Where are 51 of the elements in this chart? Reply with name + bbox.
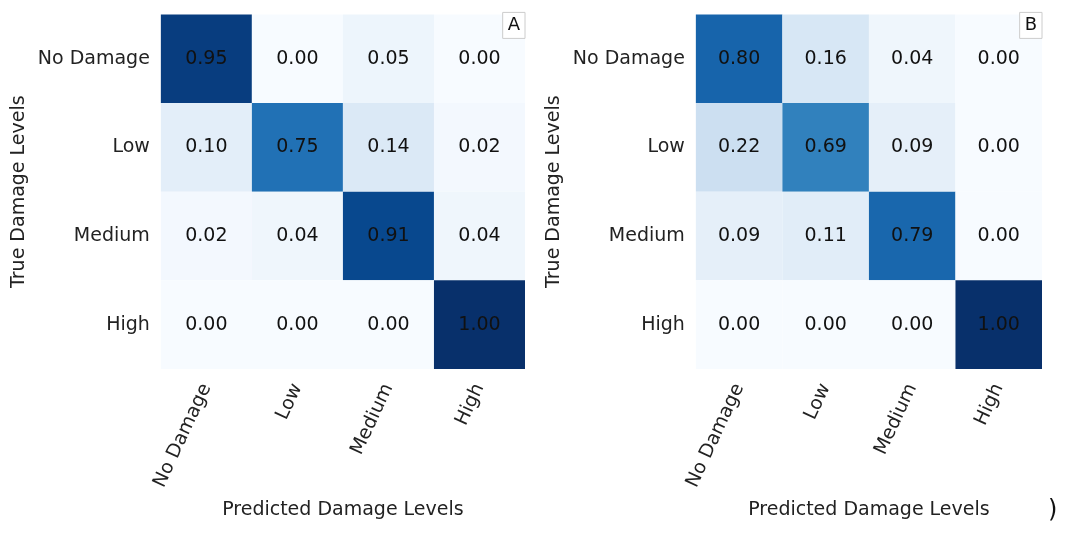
data-label: 0.00: [458, 45, 501, 68]
data-label: 0.00: [891, 311, 934, 334]
y-tick-label: No Damage: [572, 45, 685, 68]
data-label: 0.00: [977, 134, 1020, 157]
data-label: 1.00: [977, 311, 1020, 334]
y-axis-title: True Damage Levels: [6, 95, 29, 290]
data-label: 0.04: [458, 222, 501, 245]
y-tick-label: High: [641, 311, 685, 334]
data-label: 0.05: [367, 45, 410, 68]
chart-title: B: [1024, 13, 1038, 35]
x-tick-label: Low: [798, 379, 834, 423]
data-label: 0.10: [185, 134, 228, 157]
data-label: 0.00: [276, 311, 319, 334]
x-tick-label: High: [449, 379, 488, 429]
x-axis-title: Predicted Damage Levels: [748, 496, 990, 519]
data-label: 0.80: [717, 45, 761, 68]
data-label: 0.00: [977, 222, 1020, 245]
data-label: 0.91: [367, 222, 410, 245]
data-label: 0.04: [276, 222, 319, 245]
data-label: 0.00: [185, 311, 228, 334]
data-label: 0.22: [717, 134, 761, 157]
y-tick-label: High: [106, 311, 150, 334]
data-label: 0.00: [977, 45, 1020, 68]
chart-title: A: [507, 13, 521, 35]
data-label: 0.02: [185, 222, 228, 245]
data-label: 0.04: [891, 45, 934, 68]
x-axis-title: Predicted Damage Levels: [222, 496, 464, 519]
y-tick-label: Low: [112, 134, 150, 157]
text: ): [1048, 495, 1058, 524]
data-label: 0.69: [804, 134, 847, 157]
y-tick-label: Low: [647, 134, 685, 157]
data-label: 0.79: [891, 222, 934, 245]
data-label: 0.11: [804, 222, 847, 245]
data-label: 0.00: [276, 45, 319, 68]
data-label: 0.09: [891, 134, 934, 157]
data-label: 0.09: [717, 222, 761, 245]
y-axis-title: True Damage Levels: [541, 95, 564, 290]
y-tick-label: Medium: [73, 222, 150, 245]
x-tick-label: Low: [269, 379, 306, 423]
data-label: 0.75: [276, 134, 319, 157]
data-label: 0.02: [458, 134, 501, 157]
data-label: 0.14: [367, 134, 410, 157]
data-label: 0.95: [185, 45, 228, 68]
data-label: 0.00: [367, 311, 410, 334]
y-tick-label: No Damage: [37, 45, 150, 68]
data-label: 0.00: [804, 311, 847, 334]
y-tick-label: Medium: [608, 222, 685, 245]
data-label: 1.00: [458, 311, 501, 334]
data-label: 0.00: [717, 311, 761, 334]
x-tick-label: High: [968, 379, 1007, 429]
data-label: 0.16: [804, 45, 847, 68]
